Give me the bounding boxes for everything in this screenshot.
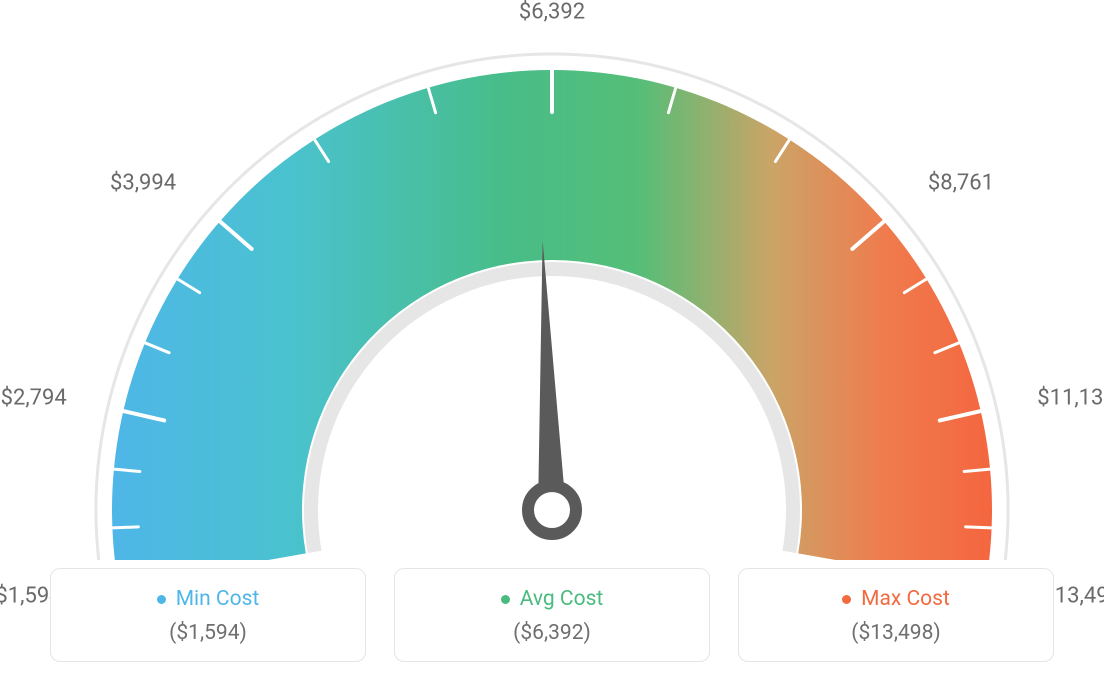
gauge-svg [0,0,1104,560]
legend-card-avg: Avg Cost ($6,392) [394,568,710,662]
legend-title-text: Min Cost [176,587,260,611]
gauge-tick-label: $11,130 [1037,385,1104,410]
legend-dot-max [842,595,851,604]
gauge-needle-hub [528,486,576,534]
gauge-tick [966,527,992,528]
legend-card-min: Min Cost ($1,594) [50,568,366,662]
legend-value-max: ($13,498) [749,621,1043,645]
legend-value-min: ($1,594) [61,621,355,645]
gauge-tick-label: $6,392 [519,0,585,25]
legend-title: Avg Cost [501,587,604,611]
gauge-tick-label: $8,761 [928,171,994,196]
legend-value-avg: ($6,392) [405,621,699,645]
legend-card-max: Max Cost ($13,498) [738,568,1054,662]
legend-title-text: Max Cost [861,587,950,611]
gauge-tick-label: $2,794 [1,385,67,410]
legend-dot-min [157,595,166,604]
legend-dot-avg [501,595,510,604]
legend-title: Max Cost [842,587,950,611]
legend-row: Min Cost ($1,594) Avg Cost ($6,392) Max … [50,568,1054,662]
legend-title: Min Cost [157,587,260,611]
gauge-area: $1,594$2,794$3,994$6,392$8,761$11,130$13… [0,0,1104,540]
gauge-tick-label: $3,994 [110,171,176,196]
gauge-needle [538,240,566,510]
gauge-tick [112,527,138,528]
legend-title-text: Avg Cost [520,587,604,611]
cost-gauge-chart: $1,594$2,794$3,994$6,392$8,761$11,130$13… [0,0,1104,690]
